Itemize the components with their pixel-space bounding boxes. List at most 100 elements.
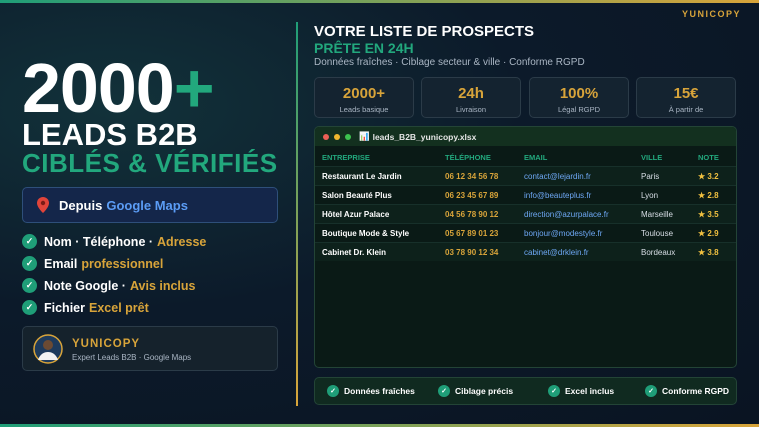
feature-highlight: professionnel	[81, 256, 164, 271]
table-cell: 06 12 34 56 78	[445, 172, 499, 181]
badges-bar: ✓ Données fraîches ✓ Ciblage précis ✓ Excel i…	[314, 377, 737, 405]
table-cell: direction@azurpalace.fr	[524, 210, 609, 219]
table-cell: contact@lejardin.fr	[524, 172, 591, 181]
star-icon: ★	[698, 229, 708, 238]
brand: YUNICOPY	[681, 9, 741, 19]
stat-card: 2000+ Leads basique	[314, 77, 414, 118]
badge: ✓ Ciblage précis	[438, 385, 513, 397]
feature: ✓ Nom · Téléphone · Adresse	[22, 234, 206, 249]
stat-card: 100% Légal RGPD	[529, 77, 629, 118]
column-header: ENTREPRISE	[322, 153, 370, 162]
badge: ✓ Excel inclus	[548, 385, 614, 397]
star-icon: ★	[698, 191, 708, 200]
table-cell: Hôtel Azur Palace	[322, 210, 390, 219]
table-cell: Boutique Mode & Style	[322, 229, 410, 238]
stat-value: 15€	[673, 85, 699, 102]
feature-text: Fichier	[44, 300, 85, 315]
star-icon: ★	[698, 210, 708, 219]
check-icon: ✓	[22, 234, 37, 249]
rating: 3.5	[707, 210, 719, 219]
check-icon: ✓	[22, 256, 37, 271]
stat-value: 24h	[458, 85, 484, 102]
feature-text: Email	[44, 256, 78, 271]
table-row: Boutique Mode & Style 05 67 89 01 23 bonjo…	[315, 223, 736, 242]
column-header: NOTE	[698, 153, 719, 162]
feature-text: Note Google ·	[44, 278, 126, 293]
rating: 3.8	[707, 248, 719, 257]
hero-count: 2000	[22, 49, 175, 127]
file-name: leads_B2B_yunicopy.xlsx	[372, 131, 477, 142]
badge: ✓ Données fraîches	[327, 385, 415, 397]
profile-name: YUNICOPY	[72, 338, 141, 350]
table-row: Cabinet Dr. Klein 03 78 90 12 34 cabinet@d…	[315, 242, 736, 261]
hero-line: LEADS B2B	[22, 117, 198, 152]
table-cell: Paris	[641, 172, 660, 181]
table-cell: Salon Beauté Plus	[322, 191, 392, 200]
table-cell: ★ 3.8	[698, 248, 719, 257]
table-cell: ★ 2.8	[698, 191, 719, 200]
rating: 3.2	[707, 172, 719, 181]
stat-card: 15€ À partir de	[636, 77, 736, 118]
badge-text: Ciblage précis	[455, 386, 514, 396]
stat-label: Livraison	[455, 105, 486, 114]
table-cell: Bordeaux	[641, 248, 676, 257]
hero-plus: +	[173, 49, 215, 127]
table-row: Salon Beauté Plus 06 23 45 67 89 info@beau…	[315, 185, 736, 204]
stat-value: 100%	[559, 85, 599, 102]
badge: ✓ Conforme RGPD	[645, 385, 729, 397]
source-box: Depuis Google Maps	[22, 187, 278, 223]
feature-text: Nom · Téléphone ·	[44, 234, 154, 249]
badge-text: Données fraîches	[344, 386, 415, 396]
rating: 2.9	[707, 229, 719, 238]
check-icon: ✓	[327, 385, 339, 397]
hero-number: 2000+	[22, 49, 215, 127]
profile-subtitle: Expert Leads B2B · Google Maps	[72, 353, 192, 362]
badge-text: Excel inclus	[565, 386, 615, 396]
spreadsheet: 📊 leads_B2B_yunicopy.xlsx ENTREPRISE TÉLÉP…	[314, 126, 737, 368]
stat-value: 2000+	[342, 85, 386, 102]
section-title: VOTRE LISTE DE PROSPECTS	[314, 23, 535, 40]
feature-highlight: Adresse	[157, 234, 207, 249]
pin-icon	[37, 197, 49, 213]
table-cell: Restaurant Le Jardin	[322, 172, 402, 181]
table-cell: ★ 2.9	[698, 229, 719, 238]
section-description: Données fraîches · Ciblage secteur & vil…	[314, 57, 585, 68]
window-bar: 📊 leads_B2B_yunicopy.xlsx	[315, 127, 736, 146]
column-header: TÉLÉPHONE	[445, 153, 491, 162]
hero-line: CIBLÉS & VÉRIFIÉS	[22, 148, 278, 178]
feature: ✓ Email professionnel	[22, 256, 163, 271]
section-subtitle: PRÊTE EN 24H	[314, 40, 414, 56]
table-cell: cabinet@drklein.fr	[524, 248, 589, 257]
check-icon: ✓	[438, 385, 450, 397]
divider	[296, 22, 298, 406]
table-cell: Cabinet Dr. Klein	[322, 248, 387, 257]
table-cell: info@beauteplus.fr	[524, 191, 592, 200]
table-cell: 06 23 45 67 89	[445, 191, 499, 200]
table-cell: bonjour@modestyle.fr	[524, 229, 603, 238]
table-cell: ★ 3.2	[698, 172, 719, 181]
stat-label: Légal RGPD	[557, 105, 601, 114]
stat-label: À partir de	[668, 105, 704, 114]
column-header: EMAIL	[524, 153, 548, 162]
table-cell: ★ 3.5	[698, 210, 719, 219]
stat-card: 24h Livraison	[421, 77, 521, 118]
table-cell: Toulouse	[641, 229, 674, 238]
feature: ✓ Fichier Excel prêt	[22, 300, 149, 315]
feature-highlight: Excel prêt	[89, 300, 149, 315]
table-cell: Marseille	[641, 210, 674, 219]
table-cell: 05 67 89 01 23	[445, 229, 499, 238]
table-cell: Lyon	[641, 191, 659, 200]
feature-highlight: Avis inclus	[129, 278, 196, 293]
check-icon: ✓	[548, 385, 560, 397]
avatar	[33, 334, 63, 364]
feature: ✓ Note Google · Avis inclus	[22, 278, 196, 293]
star-icon: ★	[698, 172, 708, 181]
check-icon: ✓	[645, 385, 657, 397]
check-icon: ✓	[22, 278, 37, 293]
source-highlight: Google Maps	[106, 197, 188, 213]
star-icon: ★	[698, 248, 708, 257]
table-row: Restaurant Le Jardin 06 12 34 56 78 contac…	[315, 166, 736, 185]
column-header: VILLE	[641, 153, 663, 162]
profile-card: YUNICOPY Expert Leads B2B · Google Maps	[22, 326, 278, 371]
